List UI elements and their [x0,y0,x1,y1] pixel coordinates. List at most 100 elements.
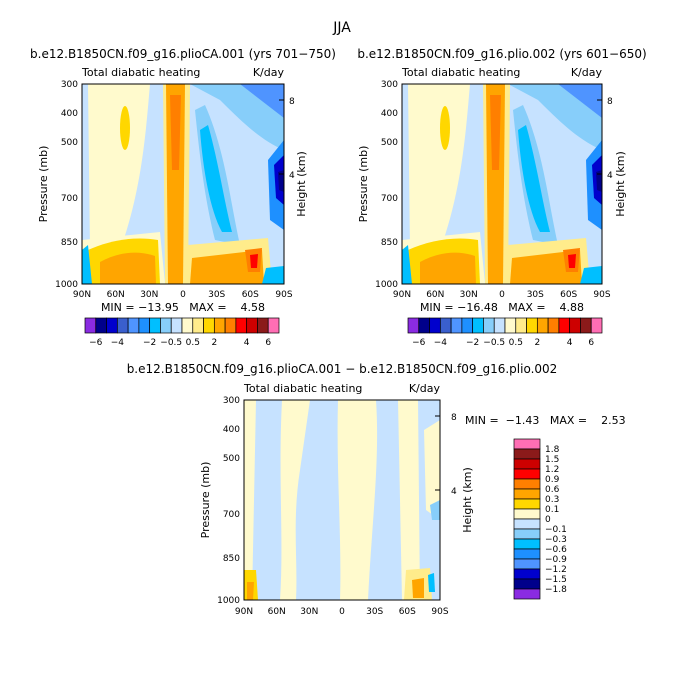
panel-2-x-tick: 30S [527,290,544,300]
panel-1-y-ticks: 300 400 500 700 850 1000 [55,80,78,290]
colorbar-swatch [513,438,541,450]
colorbar-label: −0.5 [483,338,505,348]
panel-3-ylabel-right: Height (km) [461,467,474,533]
panel-2-y-tick: 850 [381,238,398,248]
panel-2-left-string: Total diabatic heating [401,66,520,79]
panel-1: b.e12.B1850CN.f09_g16.plioCA.001 (yrs 70… [30,47,336,314]
panel-1-y-tick: 400 [61,109,78,119]
colorbar-label: −1.5 [545,575,567,585]
panel-3-x-tick: 60S [399,607,416,617]
panel-1-y-right-ticks: 8 4 [279,97,295,181]
colorbar-swatch [536,317,549,334]
panel-3-field [244,400,440,600]
panel-3-x-tick: 90S [431,607,448,617]
panel-1-stats: MIN = −13.95 MAX = 4.58 [101,301,265,314]
colorbar-swatch [513,578,541,590]
panel-3-y-tick: 400 [223,425,240,435]
colorbar-swatch [407,317,420,334]
colorbar-swatch [483,317,495,334]
panel-3-y-tick: 1000 [217,596,240,606]
panel-3-y-tick: 500 [223,454,240,464]
panel-1-y-tick: 850 [61,238,78,248]
colorbar-swatch [224,317,237,334]
colorbar-swatch [513,448,541,460]
colorbar-swatch [203,317,215,334]
panel-3-stats: MIN = −1.43 MAX = 2.53 [465,414,626,427]
panel-1-height-tick: 8 [289,97,295,107]
panel-2-ylabel-right: Height (km) [614,151,627,217]
colorbar-label: −2 [143,338,156,348]
colorbar-label: −6 [412,338,426,348]
panel-2-x-ticks: 90N 60N 30N 0 30S 60S 90S [393,290,611,300]
colorbar-swatch [580,317,592,334]
panel-3-x-ticks: 90N 60N 30N 0 30S 60S 90S [235,607,449,617]
panel-1-x-tick: 90S [275,290,292,300]
page-title: JJA [332,20,351,36]
colorbar-swatch [513,548,541,560]
colorbar-label: −0.1 [545,525,567,535]
panel-2-y-tick: 300 [381,80,398,90]
colorbar-label: 1.8 [545,445,560,455]
panel-2-y-right-ticks: 8 4 [597,97,613,181]
panel-1-x-tick: 60S [242,290,259,300]
colorbar-swatch [515,317,527,334]
panel-3-x-tick: 30S [366,607,383,617]
colorbar-swatch [558,317,571,334]
colorbar-swatch [513,588,541,600]
colorbar-swatch [513,498,541,510]
colorbar-top-left: −6 −4 −2 −0.5 0.5 2 4 6 [84,317,280,348]
panel-3-y-tick: 850 [223,554,240,564]
panel-3-height-tick: 4 [451,487,457,497]
colorbar-label: −0.9 [545,555,567,565]
panel-2-x-tick: 90N [393,290,411,300]
panel-2-field [402,84,602,284]
panel-2-right-string: K/day [571,66,603,79]
panel-2-height-tick: 8 [607,97,613,107]
colorbar-swatch [547,317,560,334]
colorbar-label: 2 [211,338,217,348]
panel-2-title: b.e12.B1850CN.f09_g16.plio.002 (yrs 601−… [357,47,646,61]
panel-2-ylabel: Pressure (mb) [357,146,370,223]
colorbar-label: 2 [534,338,540,348]
panel-3-y-tick: 700 [223,510,240,520]
panel-3-x-tick: 30N [300,607,318,617]
colorbar-swatch [504,317,517,334]
colorbar-swatch [84,317,97,334]
colorbar-swatch [127,317,140,334]
colorbar-swatch [569,317,581,334]
colorbar-swatch [170,317,183,334]
colorbar-label: −0.3 [545,535,567,545]
colorbar-label: −1.8 [545,585,567,595]
colorbar-label: 6 [588,338,594,348]
colorbar-swatch [160,317,172,334]
panel-1-x-tick: 0 [180,290,186,300]
panel-2-x-tick: 30N [460,290,478,300]
panel-2-y-tick: 400 [381,109,398,119]
colorbar-label: 0.6 [545,485,560,495]
panel-3-y-tick: 300 [223,396,240,406]
panel-3-x-tick: 60N [268,607,286,617]
colorbar-label: −4 [111,338,125,348]
panel-1-x-tick: 90N [73,290,91,300]
colorbar-difference: 1.81.51.20.90.60.30.10−0.1−0.3−0.6−0.9−1… [513,438,567,600]
panel-3-x-tick: 90N [235,607,253,617]
panel-1-x-tick: 30S [208,290,225,300]
colorbar-swatch [526,317,538,334]
colorbar-swatch [192,317,204,334]
panel-3: b.e12.B1850CN.f09_g16.plioCA.001 − b.e12… [127,362,626,617]
panel-3-y-right-ticks: 8 4 [435,413,457,497]
colorbar-swatch [149,317,161,334]
colorbar-label: 4 [244,338,250,348]
colorbar-swatch [590,317,603,334]
colorbar-label: −2 [466,338,479,348]
colorbar-label: −0.5 [160,338,182,348]
colorbar-swatch [213,317,226,334]
panel-1-y-tick: 500 [61,138,78,148]
panel-1-x-tick: 60N [107,290,125,300]
panel-3-ylabel: Pressure (mb) [199,462,212,539]
colorbar-swatch [513,508,541,520]
colorbar-swatch [106,317,118,334]
colorbar-label: −1.2 [545,565,567,575]
panel-2-y-tick: 1000 [375,280,398,290]
